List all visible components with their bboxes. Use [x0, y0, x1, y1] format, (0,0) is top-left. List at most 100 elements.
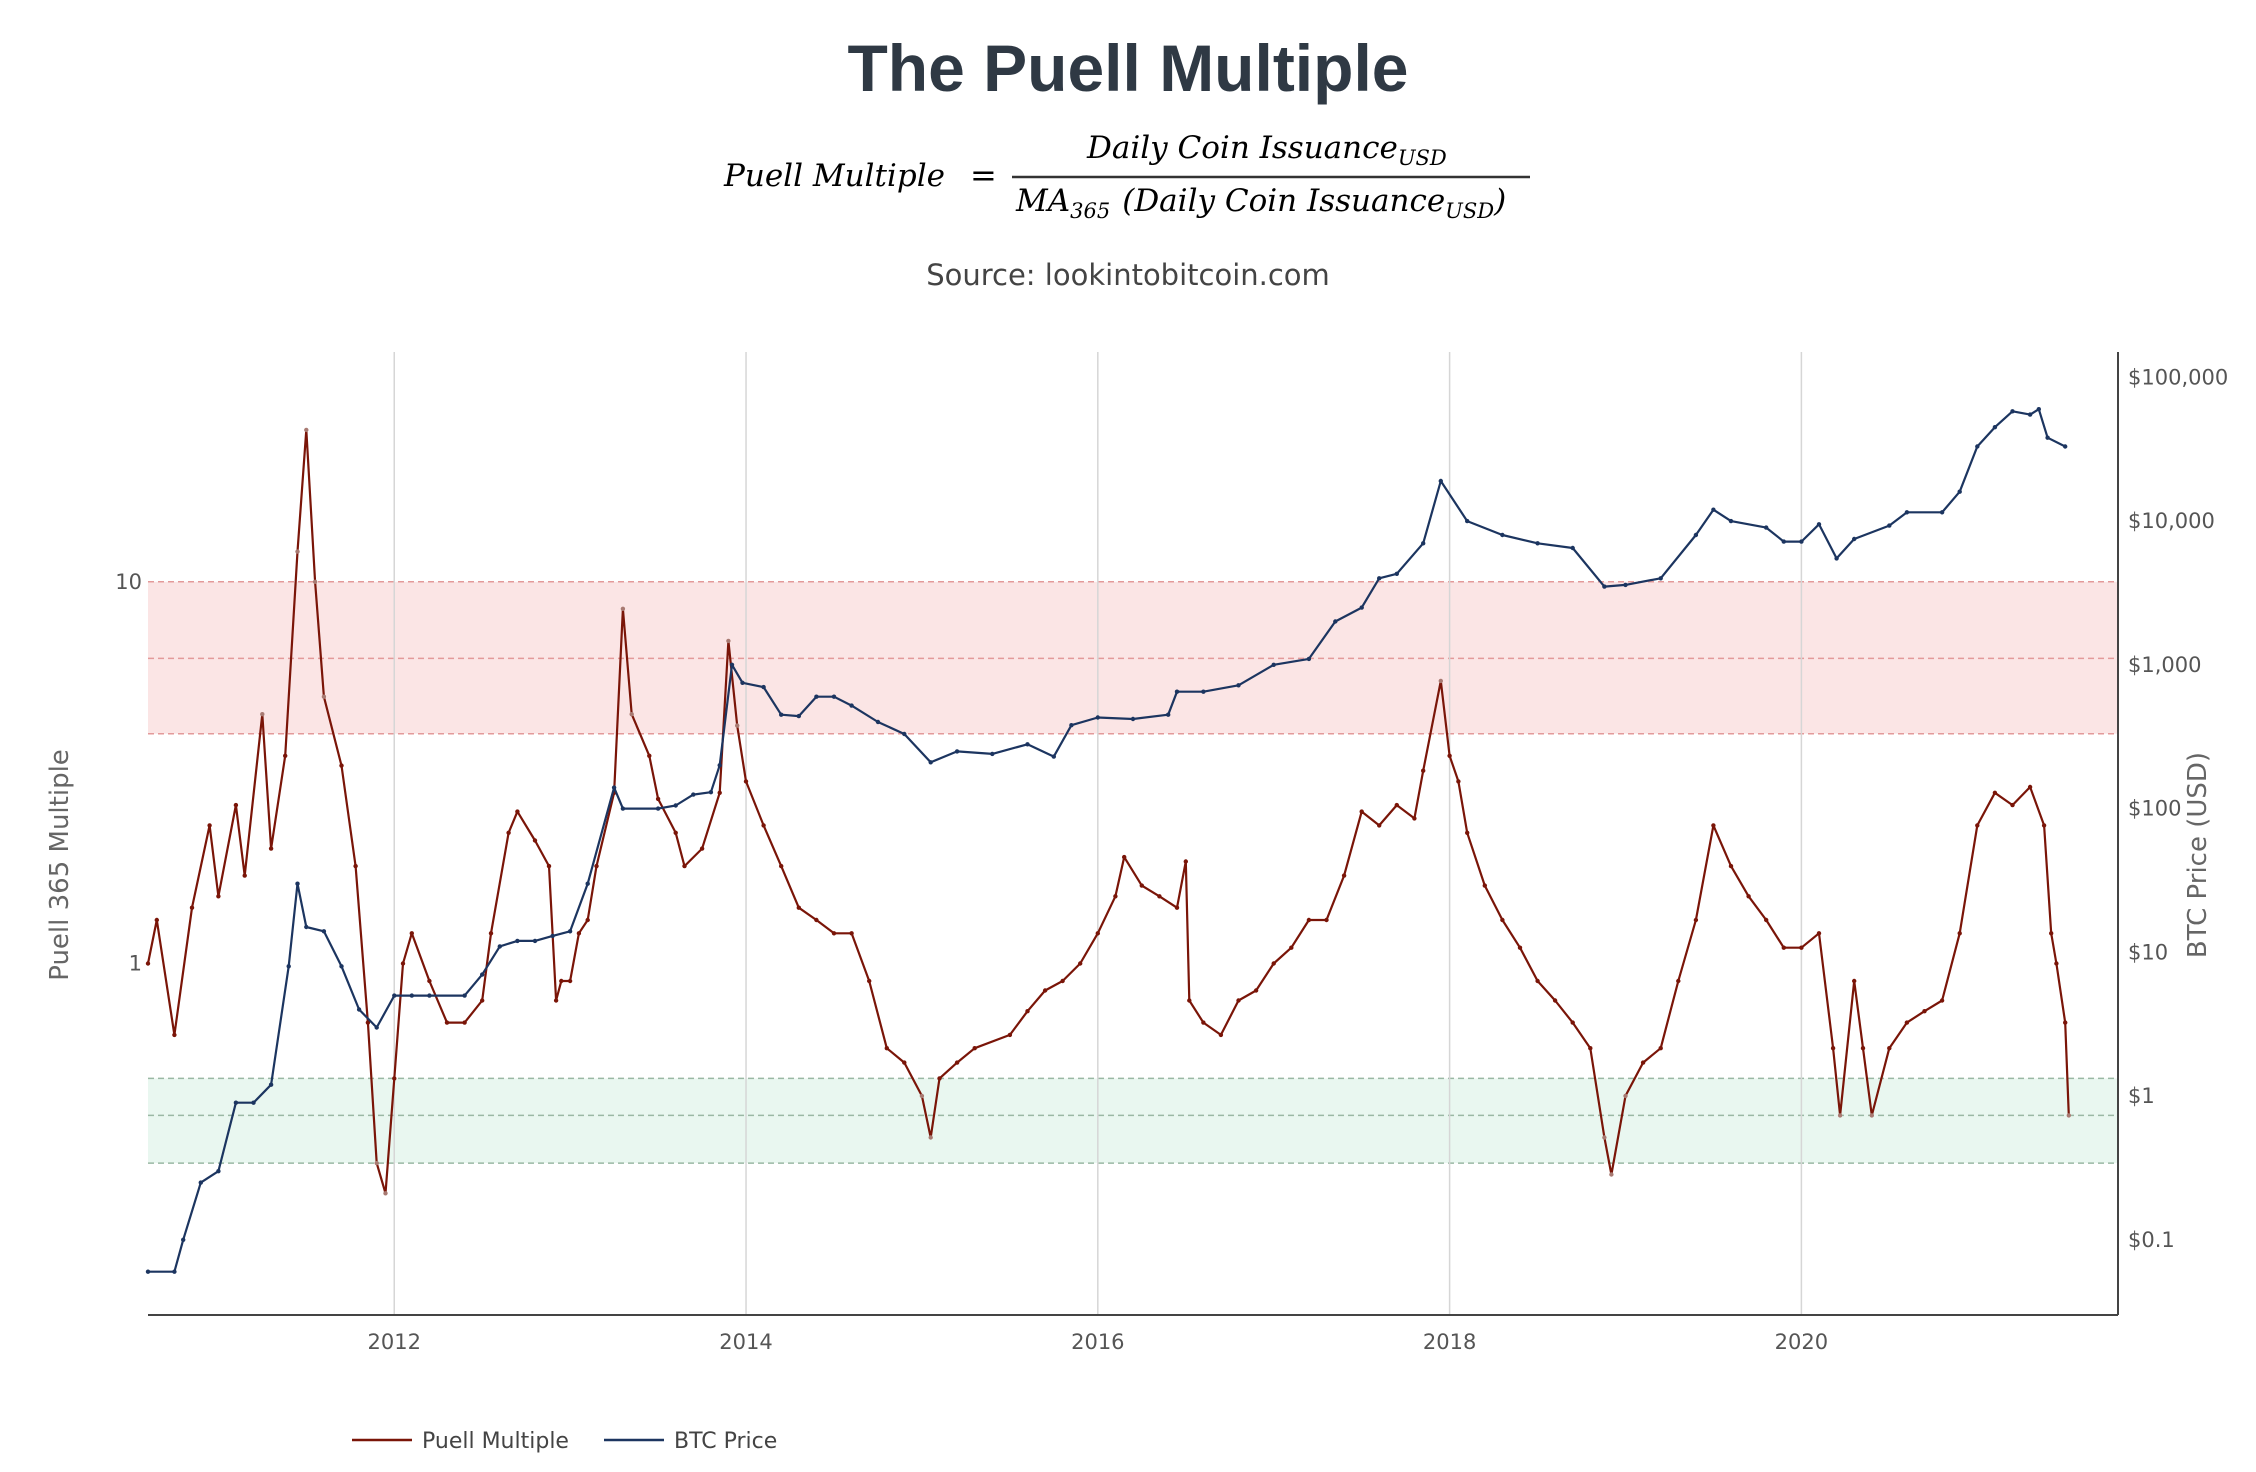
- puell-point-68: [1078, 961, 1083, 966]
- btc-point-64: [1500, 532, 1505, 538]
- btc-point-71: [1711, 507, 1716, 512]
- y-left-tick-10: 10: [115, 570, 142, 594]
- btc-point-77: [1834, 556, 1839, 561]
- puell-point-131: [2049, 931, 2054, 936]
- y-right-tick-$10: $10: [2128, 940, 2168, 964]
- btc-point-9: [295, 881, 300, 886]
- puell-point-80: [1253, 988, 1259, 993]
- puell-point-70: [1113, 894, 1118, 899]
- svg-text:Daily Coin IssuanceUSD: Daily Coin IssuanceUSD: [1086, 130, 1447, 170]
- btc-point-85: [2010, 409, 2015, 414]
- puell-point-33: [559, 978, 564, 984]
- puell-point-66: [1042, 988, 1048, 993]
- puell-point-113: [1781, 945, 1787, 950]
- puell-point-85: [1341, 873, 1347, 878]
- btc-point-61: [1421, 541, 1426, 546]
- puell-point-132: [2054, 961, 2059, 966]
- puell-point-83: [1306, 917, 1312, 923]
- puell-point-32: [553, 998, 559, 1003]
- puell-point-134: [2066, 1113, 2071, 1118]
- formula-denominator-prefix-sub: 365: [1070, 199, 1110, 223]
- btc-point-29: [673, 803, 678, 808]
- btc-point-81: [1939, 510, 1945, 515]
- btc-point-32: [717, 763, 722, 768]
- undervalued-zone: [148, 1078, 2118, 1164]
- puell-point-19: [383, 1191, 388, 1196]
- btc-point-19: [480, 972, 485, 977]
- btc-point-17: [427, 993, 432, 998]
- legend-puell-label[interactable]: Puell Multiple: [422, 1429, 569, 1454]
- btc-point-82: [1957, 489, 1962, 494]
- btc-point-41: [875, 719, 881, 725]
- y-right-tick-$1,000: $1,000: [2128, 653, 2201, 677]
- btc-point-78: [1852, 536, 1857, 542]
- puell-point-51: [779, 863, 784, 869]
- puell-point-129: [2027, 784, 2033, 790]
- legend-btc-label[interactable]: BTC Price: [674, 1429, 777, 1454]
- btc-point-35: [761, 684, 766, 690]
- puell-point-95: [1482, 883, 1488, 888]
- btc-point-68: [1623, 582, 1628, 588]
- btc-point-45: [990, 751, 995, 757]
- puell-point-87: [1377, 823, 1382, 828]
- series-layer: [145, 407, 2071, 1274]
- btc-point-86: [2027, 412, 2033, 417]
- btc-point-8: [286, 964, 291, 969]
- puell-point-3: [189, 905, 195, 910]
- y-right-tick-$0.1: $0.1: [2128, 1228, 2175, 1252]
- puell-point-16: [353, 863, 358, 869]
- btc-point-15: [392, 993, 397, 998]
- puell-point-130: [2041, 823, 2047, 828]
- btc-point-56: [1306, 656, 1312, 662]
- puell-point-96: [1500, 917, 1505, 923]
- puell-point-104: [1623, 1093, 1628, 1099]
- btc-point-80: [1904, 510, 1910, 515]
- btc-point-13: [356, 1007, 362, 1012]
- x-tick-2012: 2012: [368, 1330, 421, 1354]
- puell-point-120: [1869, 1113, 1875, 1118]
- btc-point-6: [251, 1100, 256, 1105]
- puell-point-34: [567, 978, 573, 984]
- puell-point-27: [488, 931, 494, 936]
- puell-point-64: [1007, 1032, 1013, 1038]
- formula-numerator: Daily Coin Issuance: [1086, 130, 1398, 166]
- puell-point-43: [673, 830, 678, 835]
- puell-point-97: [1517, 945, 1523, 950]
- puell-point-65: [1025, 1009, 1030, 1014]
- btc-point-12: [339, 964, 344, 969]
- puell-point-88: [1394, 802, 1400, 808]
- btc-point-0: [145, 1269, 151, 1274]
- btc-point-18: [462, 993, 467, 998]
- formula-denominator-close: ): [1493, 183, 1506, 219]
- btc-point-66: [1570, 545, 1575, 551]
- btc-point-14: [374, 1025, 379, 1030]
- btc-point-10: [304, 924, 309, 930]
- puell-point-90: [1421, 768, 1426, 773]
- puell-point-44: [682, 863, 687, 869]
- puell-point-5: [216, 894, 221, 899]
- puell-point-12: [304, 427, 309, 433]
- btc-point-39: [831, 694, 837, 699]
- puell-point-92: [1447, 753, 1452, 758]
- puell-point-14: [321, 694, 327, 699]
- btc-point-75: [1799, 539, 1804, 544]
- puell-point-13: [312, 579, 318, 584]
- puell-point-37: [594, 863, 599, 869]
- puell-point-126: [1975, 823, 1980, 828]
- btc-point-46: [1025, 742, 1030, 747]
- btc-point-43: [928, 760, 933, 765]
- puell-point-77: [1201, 1020, 1206, 1025]
- puell-point-36: [585, 917, 590, 923]
- puell-point-117: [1837, 1113, 1843, 1118]
- puell-point-49: [743, 779, 749, 784]
- puell-point-50: [761, 823, 766, 828]
- puell-point-102: [1602, 1135, 1607, 1140]
- puell-point-110: [1728, 863, 1734, 869]
- btc-point-42: [902, 731, 907, 737]
- btc-point-49: [1095, 715, 1101, 720]
- puell-point-76: [1187, 998, 1192, 1003]
- puell-point-60: [928, 1135, 933, 1140]
- btc-point-84: [1992, 425, 1998, 430]
- formula-lhs: Puell Multiple: [723, 158, 945, 194]
- btc-point-4: [216, 1169, 221, 1174]
